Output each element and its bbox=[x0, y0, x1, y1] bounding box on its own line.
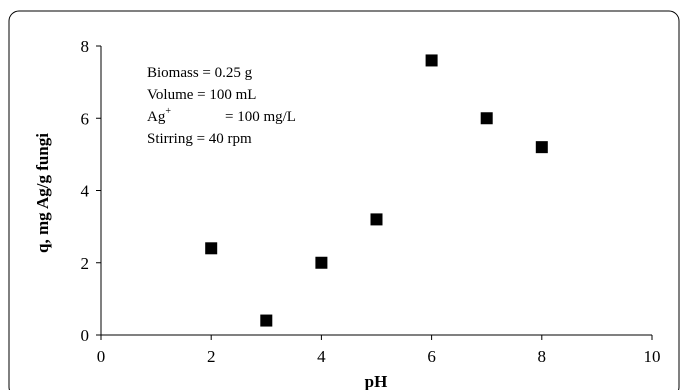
annotation-block: Biomass = 0.25 g Volume = 100 mL Ag+ = 1… bbox=[147, 65, 296, 147]
annotation-ag-value: = 100 mg/L bbox=[225, 109, 296, 125]
y-tick-label: 4 bbox=[81, 182, 90, 201]
data-point bbox=[315, 256, 328, 269]
data-point bbox=[480, 112, 493, 125]
x-tick-label: 0 bbox=[97, 347, 106, 366]
x-axis-ticks: 0 2 4 6 8 10 bbox=[97, 335, 661, 366]
y-axis-title: q, mg Ag/g fungi bbox=[33, 133, 52, 253]
annotation-stirring: Stirring = 40 rpm bbox=[147, 131, 252, 147]
annotation-ag-superscript: + bbox=[165, 106, 171, 117]
x-tick-label: 6 bbox=[427, 347, 436, 366]
data-point bbox=[260, 314, 273, 327]
x-axis-title: pH bbox=[365, 372, 388, 390]
x-tick-label: 4 bbox=[317, 347, 326, 366]
chart-border bbox=[8, 10, 680, 390]
data-point bbox=[370, 213, 383, 226]
annotation-ag-base: Ag bbox=[147, 109, 166, 125]
y-tick-label: 0 bbox=[81, 326, 90, 345]
data-point bbox=[535, 141, 548, 154]
y-tick-label: 6 bbox=[81, 109, 90, 128]
data-point bbox=[205, 242, 218, 255]
x-tick-label: 10 bbox=[644, 347, 661, 366]
annotation-ag-label: Ag+ bbox=[147, 106, 171, 125]
y-tick-label: 2 bbox=[81, 254, 90, 273]
data-point bbox=[425, 54, 438, 67]
data-points bbox=[205, 54, 548, 327]
y-tick-label: 8 bbox=[81, 37, 90, 56]
annotation-volume: Volume = 100 mL bbox=[147, 87, 256, 103]
x-tick-label: 8 bbox=[538, 347, 547, 366]
y-axis-ticks: 0 2 4 6 8 bbox=[81, 37, 101, 345]
x-tick-label: 2 bbox=[207, 347, 216, 366]
annotation-biomass: Biomass = 0.25 g bbox=[147, 65, 253, 81]
